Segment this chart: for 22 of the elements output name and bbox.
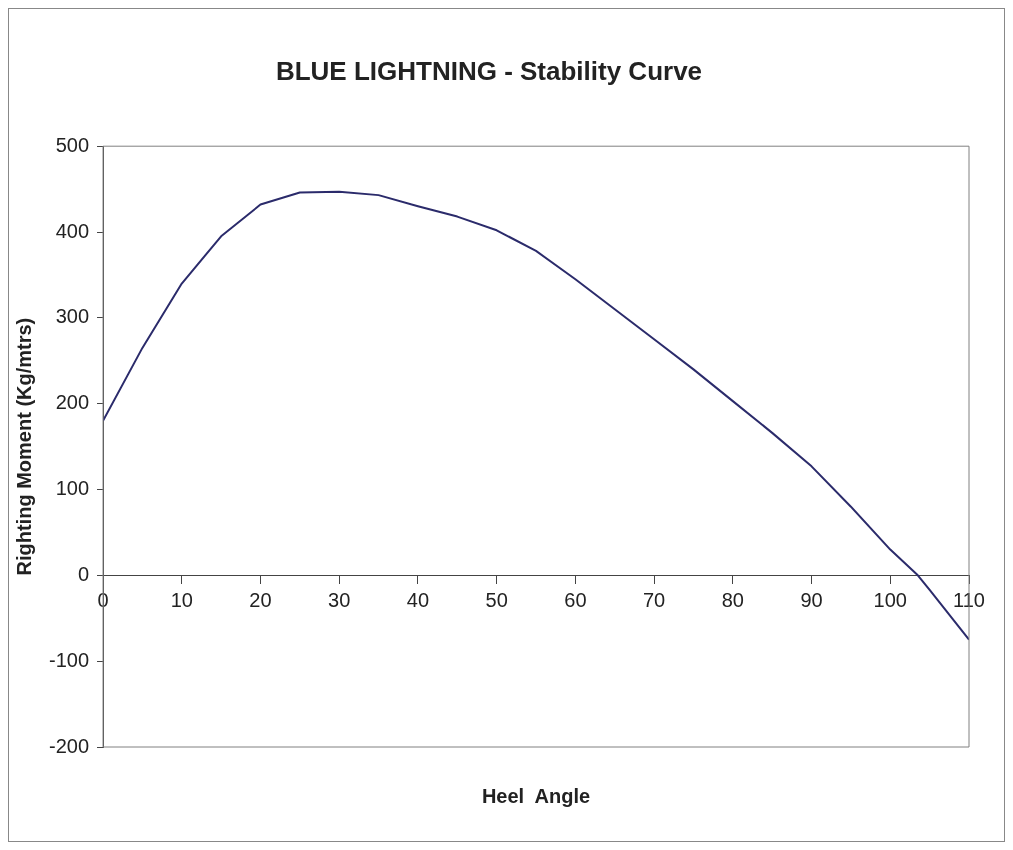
x-tick-label: 100: [873, 588, 907, 611]
y-tick-label: 300: [55, 305, 90, 328]
chart-title: BLUE LIGHTNING - Stability Curve: [275, 55, 703, 86]
x-axis-title: Heel Angle: [481, 784, 591, 807]
x-tick-label: 70: [642, 588, 666, 611]
y-tick-label: 100: [55, 477, 90, 500]
x-tick-label: 110: [953, 588, 985, 611]
x-tick-label: 80: [721, 588, 744, 611]
y-tick-label: 400: [55, 219, 90, 242]
x-tick-label: 50: [485, 588, 508, 611]
x-tick-label: 20: [249, 588, 272, 611]
y-tick-label: 200: [55, 391, 90, 414]
x-tick-label: 10: [170, 588, 193, 611]
x-tick-label: 40: [406, 588, 430, 611]
x-tick-label: 60: [564, 588, 587, 611]
y-tick-label: 500: [55, 133, 90, 156]
x-tick-label: 30: [328, 588, 351, 611]
y-tick-label: -100: [49, 648, 90, 671]
y-tick-label: 0: [77, 562, 90, 585]
y-axis-title: Righting Moment (Kg/mtrs): [12, 317, 35, 576]
y-tick-label: -200: [49, 734, 90, 757]
x-tick-label: 90: [800, 588, 823, 611]
